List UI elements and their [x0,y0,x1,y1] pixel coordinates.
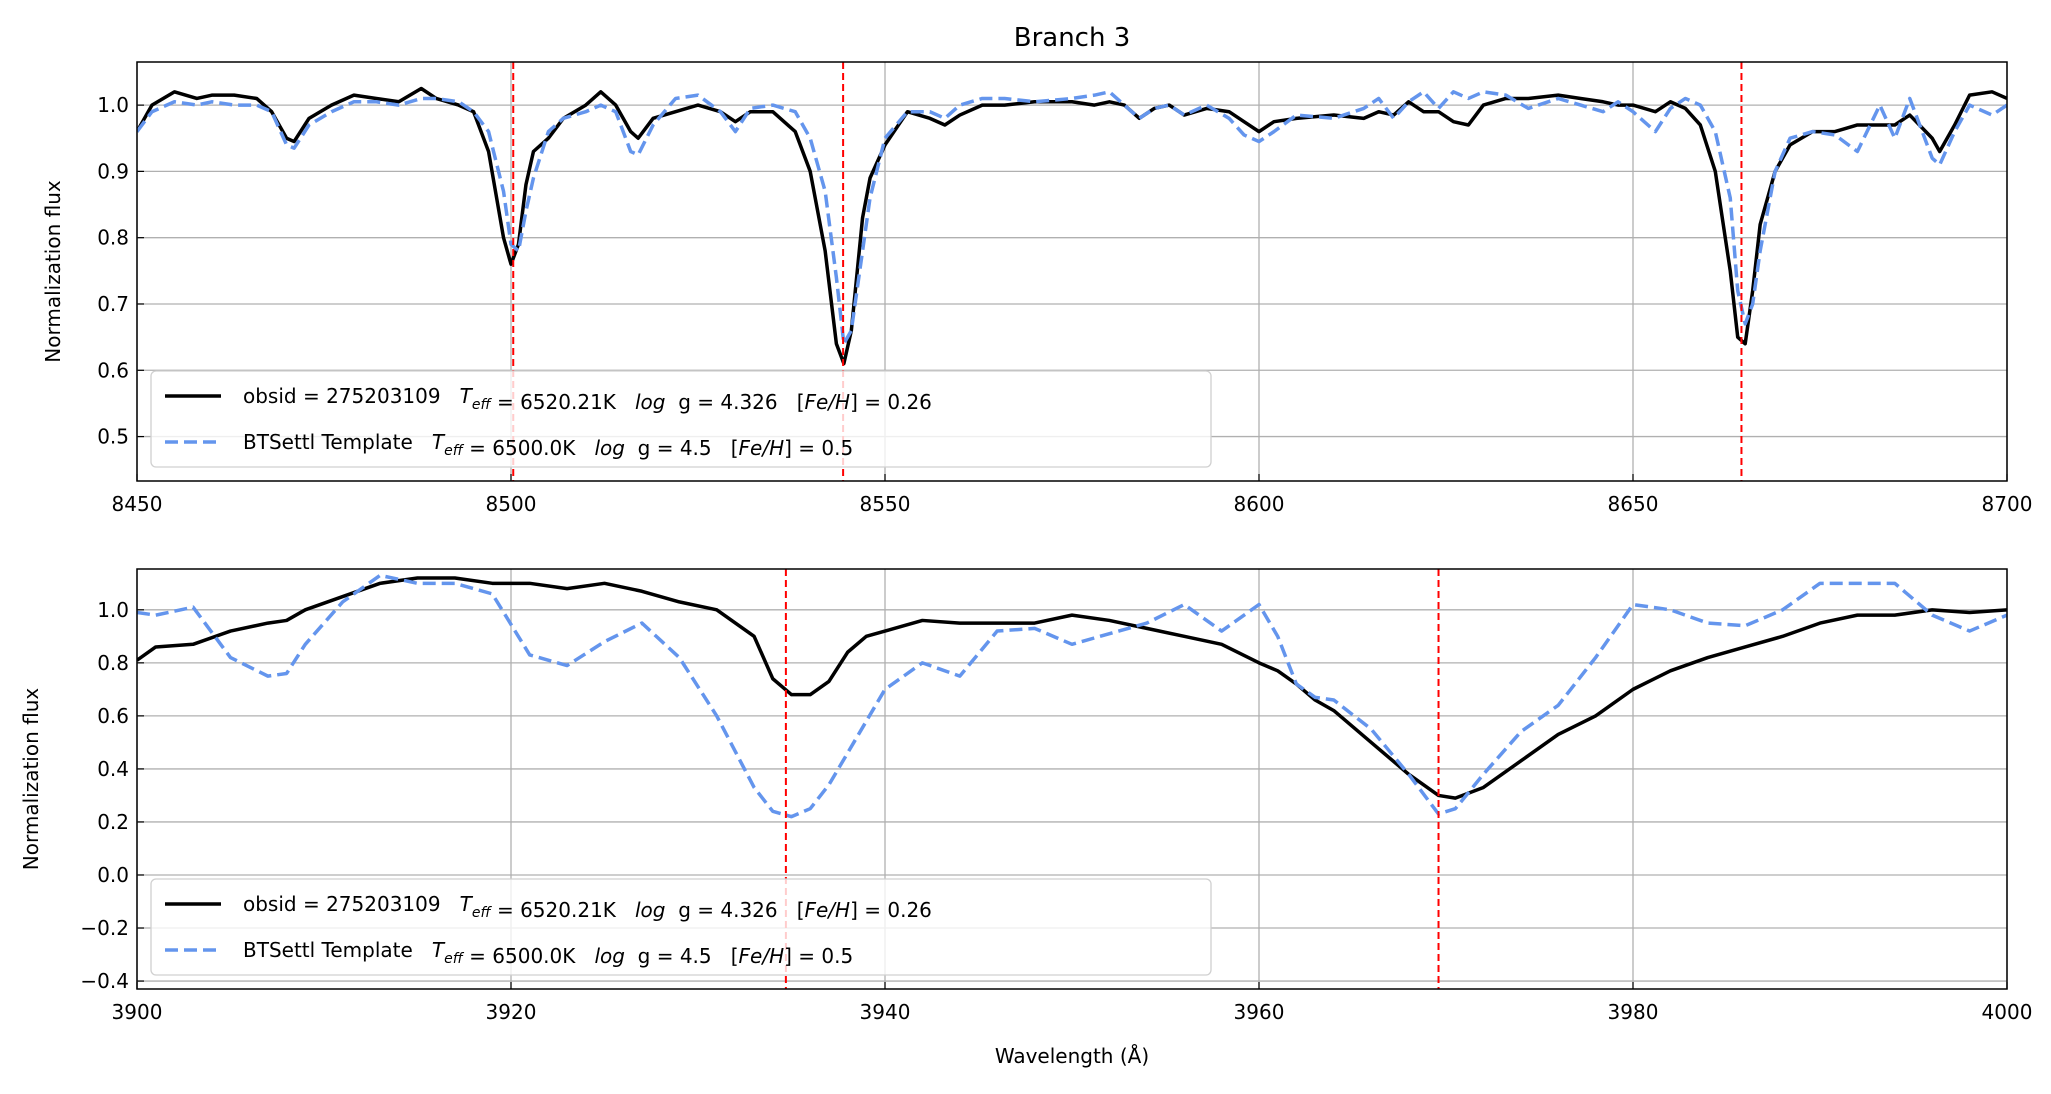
x-tick-label: 8700 [1982,492,2033,516]
legend-box [150,878,1212,976]
x-tick-label: 4000 [1982,1000,2033,1024]
y-tick-label: 0.7 [97,292,129,316]
x-tick-label: 8450 [112,492,163,516]
series-line [137,576,2007,800]
y-tick-label: 0.9 [97,159,129,183]
x-tick-label: 3940 [860,1000,911,1024]
y-axis-label: Normalization flux [19,688,43,871]
y-tick-label: 0.6 [97,704,129,728]
y-axis-label: Normalization flux [41,180,65,363]
x-tick-label: 8550 [860,492,911,516]
legend-label: obsid = 275203109 Teff = 6520.21K log g … [243,384,932,414]
y-tick-label: 0.5 [97,425,129,449]
y-tick-label: 0.8 [97,226,129,250]
x-tick-label: 3920 [486,1000,537,1024]
y-tick-label: −0.4 [80,969,129,993]
legend-box [150,370,1212,468]
x-tick-label: 3980 [1608,1000,1659,1024]
y-tick-label: 0.4 [97,757,129,781]
chart-title: Branch 3 [1014,23,1131,53]
y-tick-label: 0.8 [97,651,129,675]
legend-label: obsid = 275203109 Teff = 6520.21K log g … [243,892,932,922]
x-tick-label: 3900 [112,1000,163,1024]
axes-frame [136,61,2008,482]
y-tick-label: 0.0 [97,863,129,887]
axes-frame [136,568,2008,990]
x-tick-label: 8650 [1608,492,1659,516]
x-tick-label: 8500 [486,492,537,516]
y-tick-label: 1.0 [97,598,129,622]
legend-label: BTSettl Template Teff = 6500.0K log g = … [243,430,853,460]
series-line [137,86,2007,366]
y-tick-label: 0.2 [97,810,129,834]
x-tick-label: 3960 [1234,1000,1285,1024]
y-tick-label: −0.2 [80,916,129,940]
series-line [137,90,2007,346]
x-axis-label: Wavelength (Å) [995,1044,1149,1068]
x-tick-label: 8600 [1234,492,1285,516]
series-line [137,573,2007,819]
y-tick-label: 1.0 [97,93,129,117]
legend-label: BTSettl Template Teff = 6500.0K log g = … [243,938,853,968]
y-tick-label: 0.6 [97,358,129,382]
